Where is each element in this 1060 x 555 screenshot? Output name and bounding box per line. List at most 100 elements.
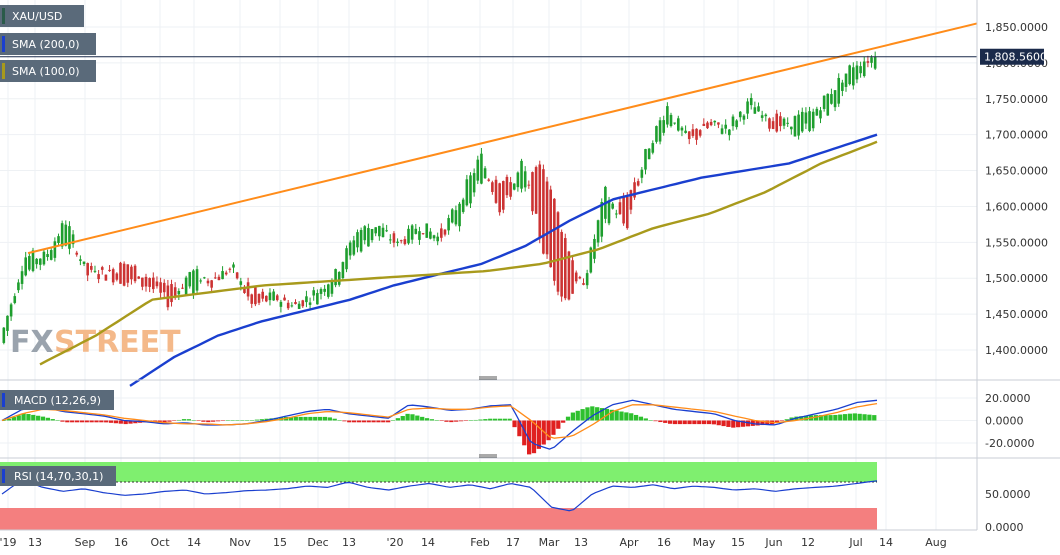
candle-body — [633, 182, 636, 198]
macd-histogram-bar — [55, 420, 60, 421]
macd-histogram-bar — [648, 420, 653, 421]
candle-body — [447, 218, 450, 231]
candle-body — [866, 61, 870, 63]
candle-body — [472, 173, 476, 193]
macd-histogram-bar — [726, 420, 731, 427]
candle-body — [771, 121, 775, 129]
candle-body — [520, 160, 523, 189]
macd-histogram-bar — [288, 416, 294, 421]
candle-body — [677, 118, 680, 131]
date-tick-label: Mar — [539, 536, 560, 549]
date-tick-label: Jul — [848, 536, 862, 549]
macd-histogram-bar — [760, 420, 765, 426]
date-tick-label: 15 — [731, 536, 745, 549]
candle-body — [308, 302, 312, 305]
candle-body — [454, 210, 458, 225]
macd-histogram-bar — [638, 416, 644, 421]
candle-body — [440, 228, 443, 238]
macd-histogram-bar — [463, 420, 469, 421]
candle-body — [429, 231, 432, 239]
macd-histogram-bar — [386, 420, 391, 423]
macd-histogram-bar — [293, 416, 298, 421]
candle-body — [680, 127, 684, 131]
macd-histogram-bar — [381, 420, 386, 423]
macd-histogram-bar — [113, 420, 119, 424]
candle-body — [804, 112, 808, 124]
date-tick-label: Jun — [764, 536, 782, 549]
legend-xauusd-swatch — [2, 8, 5, 24]
price-axis: 1,850.00001,800.00001,750.00001,700.0000… — [976, 0, 1048, 530]
macd-histogram-bar — [220, 420, 226, 421]
date-tick-label: May — [693, 536, 716, 549]
rsi-label-box — [0, 466, 116, 486]
macd-histogram-bar — [434, 420, 439, 421]
macd-histogram-bar — [429, 419, 435, 421]
macd-histogram-bar — [672, 420, 678, 425]
candle-body — [250, 294, 254, 304]
macd-histogram-bar — [468, 420, 473, 421]
date-tick-label: 13 — [28, 536, 42, 549]
candle-body — [152, 277, 155, 290]
candle-body — [348, 242, 352, 256]
macd-histogram-bar — [249, 420, 255, 421]
macd-histogram-bar — [838, 414, 843, 421]
candle-body — [341, 262, 345, 279]
macd-histogram-bar — [633, 414, 639, 421]
macd-histogram-bar — [677, 420, 682, 425]
candle-body — [768, 118, 771, 129]
macd-histogram-bar — [371, 420, 376, 423]
candle-body — [669, 114, 673, 127]
macd-histogram-bar — [483, 419, 488, 421]
candle-body — [574, 272, 578, 282]
macd-histogram-bar — [50, 419, 55, 421]
macd-histogram-bar — [128, 420, 133, 424]
resize-handle-macd[interactable] — [479, 376, 497, 380]
macd-histogram-bar — [118, 420, 123, 424]
candle-body — [487, 179, 491, 181]
candle-body — [826, 93, 830, 116]
candle-body — [443, 229, 447, 235]
candle-body — [301, 300, 305, 307]
candle-body — [337, 272, 341, 285]
macd-histogram-bar — [828, 415, 833, 421]
candle-body — [567, 251, 571, 300]
candle-body — [629, 190, 633, 210]
candle-body — [560, 231, 563, 297]
candle-body — [757, 106, 760, 112]
candle-body — [403, 239, 407, 245]
candle-body — [396, 241, 399, 243]
rsi-line — [1, 479, 878, 512]
candle-body — [305, 296, 308, 303]
candle-body — [228, 268, 232, 270]
candle-body — [651, 143, 655, 153]
price-tick-label: 1,700.0000 — [985, 129, 1048, 142]
candle-body — [655, 126, 658, 142]
resize-handle-rsi[interactable] — [479, 454, 497, 458]
candle-body — [86, 263, 89, 276]
candle-body — [531, 172, 534, 212]
macd-histogram-bar — [89, 420, 94, 423]
candle-body — [159, 282, 162, 293]
macd-histogram-bar — [376, 420, 381, 423]
macd-histogram-bar — [196, 420, 201, 421]
candle-body — [625, 196, 629, 229]
candle-body — [235, 272, 239, 279]
macd-histogram-bar — [94, 420, 99, 423]
candle-body — [585, 273, 589, 286]
macd-histogram-bar — [420, 416, 425, 421]
macd-histogram-bar — [478, 419, 483, 421]
candle-body — [724, 124, 727, 129]
macd-histogram-bar — [624, 412, 629, 421]
candle-body — [571, 260, 574, 294]
candle-body — [2, 327, 6, 343]
candle-body — [275, 295, 279, 301]
macd-histogram-bar — [687, 420, 692, 425]
candle-body — [841, 82, 844, 91]
candle-body — [775, 113, 779, 132]
macd-histogram-bar — [99, 420, 104, 423]
macd-histogram-bar — [191, 420, 196, 421]
price-tick-label: 1,500.0000 — [985, 272, 1048, 285]
macd-histogram-bar — [361, 420, 366, 423]
price-tick-label: 1,850.0000 — [985, 21, 1048, 34]
candle-body — [782, 118, 786, 126]
